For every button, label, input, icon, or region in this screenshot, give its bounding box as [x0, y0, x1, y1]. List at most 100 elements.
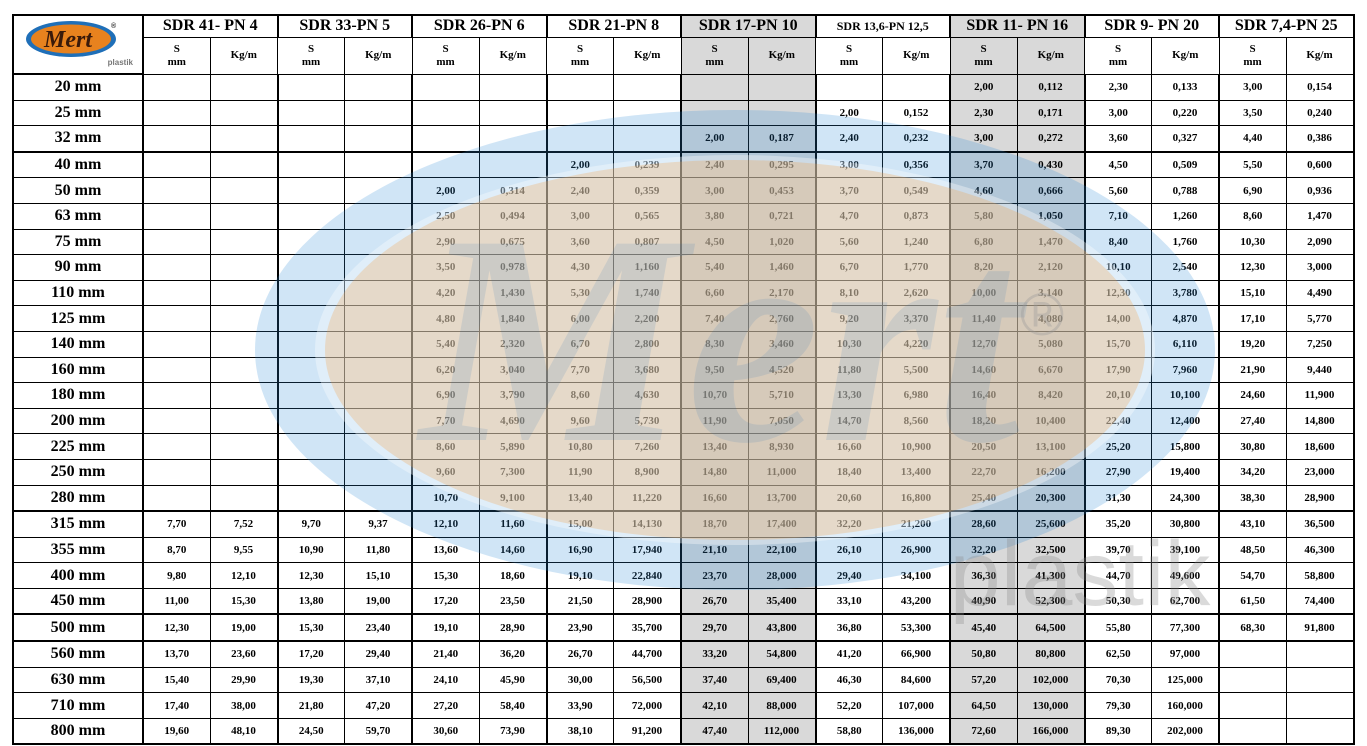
wall-thickness-cell: 3,50	[1218, 99, 1287, 127]
table-row: 560 mm 13,70 23,60 17,20 29,40 21,40 36,20 26,7…	[12, 640, 1355, 668]
wall-thickness-cell: 5,50	[1218, 151, 1287, 179]
pipe-diameter: 75 mm	[12, 228, 144, 256]
weight-cell: 0,675	[478, 228, 547, 256]
wall-thickness-cell: 3,70	[814, 177, 883, 204]
wall-thickness-cell: 38,30	[1218, 484, 1287, 513]
weight-cell: 3,790	[478, 382, 547, 409]
weight-cell: 28,900	[613, 587, 682, 616]
wall-thickness-cell: 16,90	[545, 536, 614, 564]
weight-cell: 7,050	[747, 407, 816, 435]
weight-cell: 74,400	[1285, 587, 1355, 616]
weight-cell	[209, 356, 278, 384]
sdr-group-header: SDR 26-PN 6	[411, 13, 548, 38]
weight-cell: 23,000	[1285, 458, 1355, 486]
mm-label: mm	[167, 55, 186, 68]
wall-thickness-cell: 6,20	[411, 356, 480, 384]
weight-cell: 11,900	[1285, 382, 1355, 409]
wall-thickness-cell	[142, 305, 211, 332]
weight-cell: 2,200	[613, 305, 682, 332]
wall-thickness-cell: 22,70	[949, 458, 1018, 486]
wall-thickness-cell: 27,90	[1083, 458, 1152, 486]
weight-cell: 18,60	[478, 562, 547, 589]
wall-thickness-cell	[1218, 666, 1287, 694]
wall-thickness-cell: 89,30	[1083, 717, 1152, 746]
weight-cell: 1,160	[613, 254, 682, 281]
weight-cell: 5,500	[882, 356, 951, 384]
weight-cell: 2,320	[478, 330, 547, 358]
pipe-diameter: 225 mm	[12, 433, 144, 460]
pipe-diameter: 110 mm	[12, 279, 144, 307]
pipe-diameter: 710 mm	[12, 692, 144, 719]
weight-cell: 13,700	[747, 484, 816, 513]
weight-cell: 5,730	[613, 407, 682, 435]
s-label: S	[711, 42, 718, 55]
wall-thickness-cell: 11,90	[680, 407, 749, 435]
weight-cell: 0,494	[478, 202, 547, 230]
weight-cell: 1,840	[478, 305, 547, 332]
wall-thickness-cell	[545, 125, 614, 153]
sdr-group-header: SDR 9- PN 20	[1083, 13, 1220, 38]
weight-cell: 2,540	[1151, 254, 1220, 281]
wall-thickness-cell: 13,40	[680, 433, 749, 460]
wall-thickness-cell: 15,30	[411, 562, 480, 589]
weight-cell: 0,453	[747, 177, 816, 204]
table-row: 400 mm 9,80 12,10 12,30 15,10 15,30 18,60 19,10…	[12, 562, 1355, 589]
weight-cell: 59,70	[344, 717, 413, 746]
weight-cell: 15,10	[344, 562, 413, 589]
mm-label: mm	[839, 55, 859, 68]
wall-thickness-cell: 9,20	[814, 305, 883, 332]
pipe-diameter: 140 mm	[12, 330, 144, 358]
weight-cell: 8,930	[747, 433, 816, 460]
wall-thickness-cell: 31,30	[1083, 484, 1152, 513]
weight-header: Kg/m	[882, 36, 951, 75]
wall-thickness-cell: 8,60	[411, 433, 480, 460]
wall-thickness-cell: 25,40	[949, 484, 1018, 513]
weight-cell: 7,52	[209, 510, 278, 538]
weight-cell: 19,400	[1151, 458, 1220, 486]
weight-cell: 0,978	[478, 254, 547, 281]
weight-cell: 1,460	[747, 254, 816, 281]
wall-thickness-cell: 8,70	[142, 536, 211, 564]
wall-thickness-cell	[276, 99, 345, 127]
wall-thickness-cell: 9,80	[142, 562, 211, 589]
mm-label: mm	[1108, 55, 1128, 68]
wall-thickness-cell: 19,30	[276, 666, 345, 694]
wall-thickness-cell: 6,00	[545, 305, 614, 332]
wall-thickness-cell	[276, 125, 345, 153]
weight-cell: 2,760	[747, 305, 816, 332]
weight-cell: 43,800	[747, 613, 816, 643]
weight-cell: 36,500	[1285, 510, 1355, 538]
weight-cell: 12,10	[209, 562, 278, 589]
wall-thickness-cell: 3,00	[680, 177, 749, 204]
wall-thickness-cell	[276, 356, 345, 384]
weight-cell: 18,600	[1285, 433, 1355, 460]
wall-thickness-cell: 27,40	[1218, 407, 1287, 435]
svg-text:Mert: Mert	[43, 27, 93, 53]
weight-cell: 2,800	[613, 330, 682, 358]
weight-cell: 4,870	[1151, 305, 1220, 332]
weight-cell: 2,620	[882, 279, 951, 307]
wall-thickness-cell: 20,50	[949, 433, 1018, 460]
weight-header: Kg/m	[1151, 36, 1220, 75]
s-label: S	[845, 42, 853, 55]
table-row: 140 mm 5,40 2,320 6,70 2,800 8,30 3,460 10,30 4,…	[12, 330, 1355, 358]
wall-thickness-cell: 9,70	[276, 510, 345, 538]
weight-cell: 16,800	[882, 484, 951, 513]
wall-thickness-cell: 2,40	[814, 125, 883, 153]
pipe-diameter: 400 mm	[12, 562, 144, 589]
wall-thickness-cell: 33,10	[814, 587, 883, 616]
mm-label: mm	[570, 55, 590, 68]
wall-thickness-cell: 6,60	[680, 279, 749, 307]
weight-cell: 125,000	[1151, 666, 1220, 694]
wall-thickness-cell	[142, 382, 211, 409]
weight-cell	[344, 382, 413, 409]
weight-cell: 17,400	[747, 510, 816, 538]
wall-thickness-cell	[411, 99, 480, 127]
weight-cell: 73,90	[478, 717, 547, 746]
weight-cell: 3,780	[1151, 279, 1220, 307]
weight-cell: 24,300	[1151, 484, 1220, 513]
table-row: 710 mm 17,40 38,00 21,80 47,20 27,20 58,40 33,9…	[12, 692, 1355, 719]
mert-logo-icon: Mert ® plastik	[26, 21, 134, 67]
